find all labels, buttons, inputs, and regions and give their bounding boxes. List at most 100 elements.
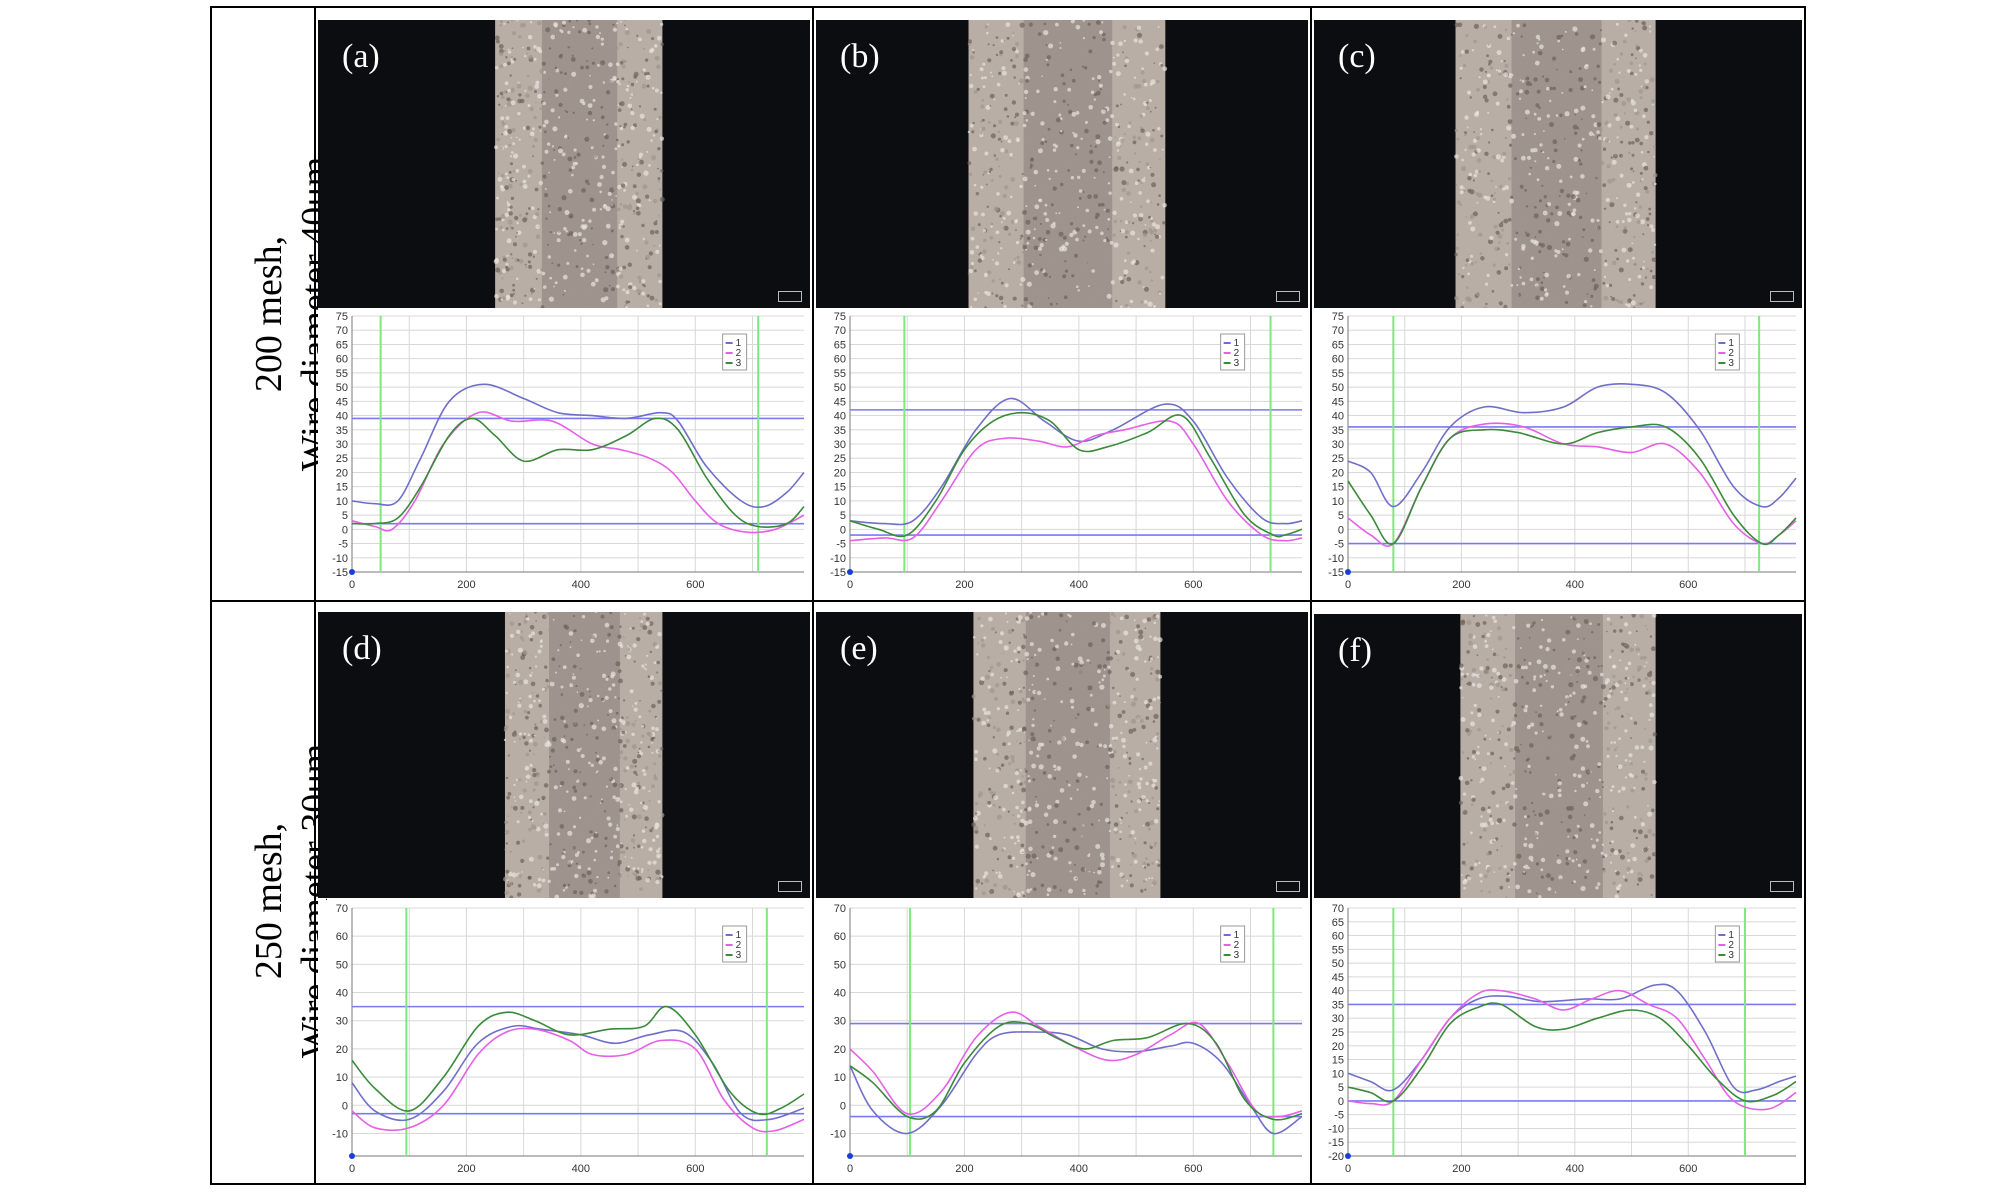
legend-label: 2: [1234, 940, 1240, 951]
y-tick-label: 55: [1332, 368, 1344, 380]
y-tick-label: 30: [336, 439, 348, 451]
y-tick-label: 10: [834, 496, 846, 508]
y-tick-label: 30: [1332, 439, 1344, 451]
y-tick-label: -15: [332, 567, 348, 579]
panel-letter: (d): [342, 630, 382, 667]
y-tick-label: 5: [342, 510, 348, 522]
y-tick-label: 25: [336, 453, 348, 465]
micrograph-1: (b): [816, 20, 1308, 308]
profile-chart-1: -15 -10 -5 0 5 10 15 20 25 30 35 40 45 50 55 60 65 70 75 0 2…: [816, 308, 1308, 596]
y-tick-label: 40: [1332, 986, 1344, 998]
series-line-1: [351, 383, 805, 509]
y-tick-label: -10: [332, 553, 348, 565]
x-tick-label: 400: [1566, 579, 1584, 591]
legend-label: 1: [1728, 338, 1734, 349]
axis-origin-marker: [1345, 569, 1351, 575]
y-tick-label: 0: [840, 1100, 846, 1112]
x-tick-label: 0: [1345, 579, 1351, 591]
x-tick-label: 400: [572, 1163, 590, 1175]
series-line-3: [1347, 423, 1797, 546]
frame-col-divider-2: [1310, 6, 1312, 1185]
y-tick-label: 60: [834, 931, 846, 943]
x-tick-label: 200: [457, 579, 475, 591]
scale-marker: [1770, 291, 1794, 302]
y-tick-label: 10: [336, 496, 348, 508]
micrograph-0: (a): [318, 20, 810, 308]
scale-marker: [1276, 881, 1300, 892]
x-tick-label: 600: [686, 1163, 704, 1175]
y-tick-label: 15: [1332, 1055, 1344, 1067]
y-tick-label: 35: [1332, 425, 1344, 437]
panel-letter: (a): [342, 38, 380, 75]
y-tick-label: 30: [1332, 1013, 1344, 1025]
y-tick-label: -10: [332, 1128, 348, 1140]
y-tick-label: 70: [834, 325, 846, 337]
series-line-2: [849, 420, 1303, 542]
axis-origin-marker: [349, 569, 355, 575]
y-tick-label: 25: [1332, 453, 1344, 465]
series-line-1: [849, 397, 1303, 526]
y-tick-label: 50: [1332, 382, 1344, 394]
y-tick-label: 60: [834, 354, 846, 366]
y-tick-label: 70: [1332, 903, 1344, 915]
y-tick-label: 60: [1332, 931, 1344, 943]
micrograph-2: (c): [1314, 20, 1802, 308]
legend-label: 1: [1234, 930, 1240, 941]
y-tick-label: 65: [834, 339, 846, 351]
x-tick-label: 0: [349, 1163, 355, 1175]
legend-label: 2: [1728, 940, 1734, 951]
y-tick-label: 60: [336, 931, 348, 943]
legend-label: 1: [1234, 338, 1240, 349]
y-tick-label: 30: [834, 1016, 846, 1028]
x-tick-label: 200: [1452, 1163, 1470, 1175]
y-tick-label: 70: [336, 903, 348, 915]
series-line-2: [849, 1011, 1303, 1118]
series-line-2: [351, 411, 805, 534]
y-tick-label: 55: [336, 368, 348, 380]
series-line-3: [351, 1005, 805, 1116]
y-tick-label: 45: [834, 396, 846, 408]
x-tick-label: 600: [1184, 1163, 1202, 1175]
legend-label: 3: [736, 950, 742, 961]
x-tick-label: 600: [686, 579, 704, 591]
y-tick-label: 40: [336, 411, 348, 423]
y-tick-label: 0: [1338, 1096, 1344, 1108]
micrograph-5: (f): [1314, 614, 1802, 898]
series-line-2: [1347, 422, 1797, 548]
y-tick-label: 65: [336, 339, 348, 351]
y-tick-label: 15: [336, 482, 348, 494]
series-line-1: [1347, 983, 1797, 1094]
series-line-2: [351, 1027, 805, 1133]
y-tick-label: 10: [834, 1072, 846, 1084]
x-tick-label: 0: [349, 579, 355, 591]
series-line-2: [1347, 989, 1797, 1111]
y-tick-label: 30: [336, 1016, 348, 1028]
y-tick-label: -15: [830, 567, 846, 579]
y-tick-label: 20: [1332, 1041, 1344, 1053]
y-tick-label: 75: [834, 311, 846, 323]
panel-letter: (b): [840, 38, 880, 75]
series-line-3: [1347, 1002, 1797, 1103]
y-tick-label: 40: [336, 988, 348, 1000]
y-tick-label: 0: [342, 1100, 348, 1112]
y-tick-label: 0: [342, 524, 348, 536]
frame-top: [210, 6, 1806, 8]
y-tick-label: 25: [834, 453, 846, 465]
axis-origin-marker: [847, 1153, 853, 1159]
panel-letter: (f): [1338, 632, 1372, 669]
legend-label: 2: [736, 348, 742, 359]
y-tick-label: 20: [336, 467, 348, 479]
x-tick-label: 600: [1679, 579, 1697, 591]
frame-label-divider: [314, 6, 316, 1185]
y-tick-label: -5: [1334, 539, 1344, 551]
y-tick-label: 5: [1338, 510, 1344, 522]
y-tick-label: 55: [834, 368, 846, 380]
y-tick-label: -15: [1328, 567, 1344, 579]
legend-label: 1: [736, 338, 742, 349]
x-tick-label: 0: [1345, 1163, 1351, 1175]
y-tick-label: 25: [1332, 1027, 1344, 1039]
y-tick-label: 10: [336, 1072, 348, 1084]
legend-label: 3: [1234, 950, 1240, 961]
y-tick-label: 40: [1332, 411, 1344, 423]
profile-chart-2: -15 -10 -5 0 5 10 15 20 25 30 35 40 45 50 55 60 65 70 75 0 2…: [1314, 308, 1802, 596]
